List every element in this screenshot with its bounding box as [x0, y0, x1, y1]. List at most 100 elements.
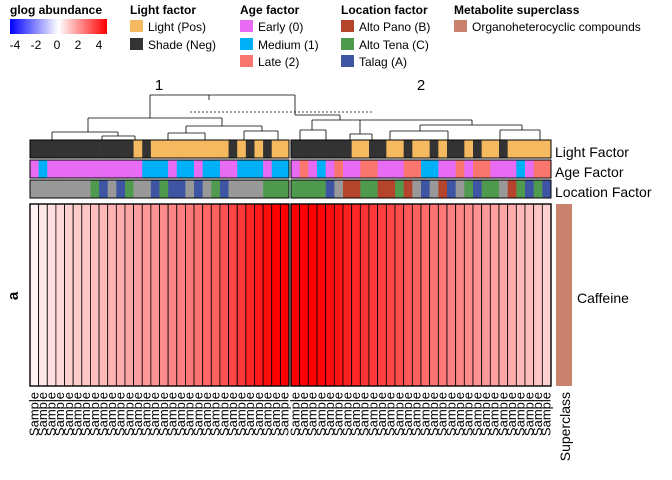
- age-annotation-cell: [185, 160, 195, 178]
- heatmap-cell: [228, 203, 238, 387]
- location-annotation-cell: [202, 180, 212, 198]
- light-annotation-cell: [421, 140, 430, 158]
- location-annotation-cell: [438, 180, 448, 198]
- heatmap-cell: [159, 203, 169, 387]
- column-label: Sample: [461, 392, 476, 436]
- abundance-legend: glog abundance -4 -2 0 2 4: [10, 3, 107, 52]
- age-annotation-cell: [395, 160, 404, 178]
- light-legend-label-0: Light (Pos): [148, 20, 206, 34]
- column-label: Sample: [348, 392, 363, 436]
- column-label: Sample: [147, 392, 162, 436]
- light-annotation-cell: [369, 140, 378, 158]
- age-annotation-cell: [202, 160, 212, 178]
- location-annotation-cell: [194, 180, 203, 198]
- abundance-tick-3: 2: [75, 38, 82, 52]
- location-annotation-cell: [360, 180, 370, 198]
- light-annotation-cell: [481, 140, 491, 158]
- location-annotation-cell: [377, 180, 387, 198]
- location-annotation-cell: [159, 180, 169, 198]
- light-annotation-cell: [429, 140, 439, 158]
- light-legend-title: Light factor: [130, 3, 196, 17]
- heatmap-cell: [290, 203, 301, 387]
- superclass-legend-label-0: Organoheterocyclic compounds: [472, 20, 641, 34]
- heatmap-cell: [533, 203, 543, 387]
- superclass-legend-title: Metabolite superclass: [454, 3, 580, 17]
- column-label: Sample: [357, 392, 372, 436]
- column-label: Sample: [199, 392, 214, 436]
- light-annotation-cell: [271, 140, 281, 158]
- heatmap-cell: [325, 203, 335, 387]
- age-annotation-cell: [516, 160, 526, 178]
- superclass-axis-label: Superclass: [557, 392, 573, 461]
- age-annotation-cell: [481, 160, 491, 178]
- age-annotation-cell: [81, 160, 91, 178]
- age-annotation-cell: [64, 160, 74, 178]
- heatmap-cell: [472, 203, 483, 387]
- age-annotation-cell: [403, 160, 413, 178]
- age-annotation-cell: [168, 160, 178, 178]
- column-label: Sample: [268, 392, 283, 436]
- age-annotation-cell: [228, 160, 238, 178]
- light-annotation-cell: [116, 140, 126, 158]
- heatmap-cell: [55, 203, 65, 387]
- column-label: Sample: [182, 392, 197, 436]
- location-annotation-cell: [176, 180, 186, 198]
- location-annotation-cell: [291, 180, 300, 198]
- light-annotation-cell: [142, 140, 152, 158]
- location-legend-label-2: Talag (A): [359, 55, 407, 69]
- abundance-tick-1: -2: [31, 38, 42, 52]
- light-annotation-cell: [542, 140, 552, 158]
- location-annotation-cell: [124, 180, 134, 198]
- age-legend-swatch-1: [240, 38, 253, 50]
- column-label: Sample: [139, 392, 154, 436]
- location-legend-swatch-0: [341, 20, 354, 32]
- light-annotation-cell: [473, 140, 482, 158]
- light-annotation-cell: [499, 140, 508, 158]
- dendrogram-branch: [389, 124, 541, 140]
- age-annotation-cell: [490, 160, 500, 178]
- age-annotation-cell: [291, 160, 300, 178]
- age-legend: Age factor Early (0) Medium (1) Late (2): [240, 3, 319, 69]
- light-annotation-cell: [90, 140, 100, 158]
- location-annotation-cell: [473, 180, 482, 198]
- heatmap-cell: [515, 203, 526, 387]
- light-annotation-cell: [202, 140, 212, 158]
- column-label: Sample: [435, 392, 450, 436]
- heatmap-cell: [279, 203, 290, 387]
- age-annotation-cell: [124, 160, 134, 178]
- light-annotation-cell: [334, 140, 344, 158]
- location-annotation-cell: [133, 180, 143, 198]
- column-label: Sample: [305, 392, 320, 436]
- heatmap-cell: [489, 203, 500, 387]
- age-annotation-cell: [299, 160, 309, 178]
- light-annotation-cell: [438, 140, 448, 158]
- age-annotation-cell: [308, 160, 318, 178]
- heatmap-cell: [507, 203, 517, 387]
- light-annotation-cell: [168, 140, 178, 158]
- age-annotation-cell: [90, 160, 100, 178]
- column-label: Sample: [259, 392, 274, 436]
- heatmap-cell: [333, 203, 344, 387]
- column-label: Sample: [277, 392, 292, 436]
- light-annotation-cell: [516, 140, 526, 158]
- age-annotation-cell: [245, 160, 255, 178]
- heatmap-block-border: [290, 203, 552, 387]
- age-annotation-cell: [360, 160, 370, 178]
- age-annotation-cell: [55, 160, 65, 178]
- column-annotations: [29, 139, 552, 199]
- heatmap-cell: [184, 203, 195, 387]
- age-annotation-cell: [464, 160, 474, 178]
- light-annotation-cell: [159, 140, 169, 158]
- light-annotation-cell: [533, 140, 543, 158]
- heatmap-cell: [46, 203, 57, 387]
- column-label: Sample: [339, 392, 354, 436]
- age-annotation-cell: [38, 160, 48, 178]
- age-annotation-cell: [455, 160, 465, 178]
- abundance-ticks: -4 -2 0 2 4: [10, 38, 103, 52]
- location-annotation-cell: [533, 180, 543, 198]
- location-annotation-cell: [168, 180, 178, 198]
- annotation-row-label-light: Light Factor: [555, 144, 629, 160]
- location-annotation-cell: [211, 180, 221, 198]
- age-legend-swatch-0: [240, 20, 253, 32]
- location-annotation-cell: [343, 180, 352, 198]
